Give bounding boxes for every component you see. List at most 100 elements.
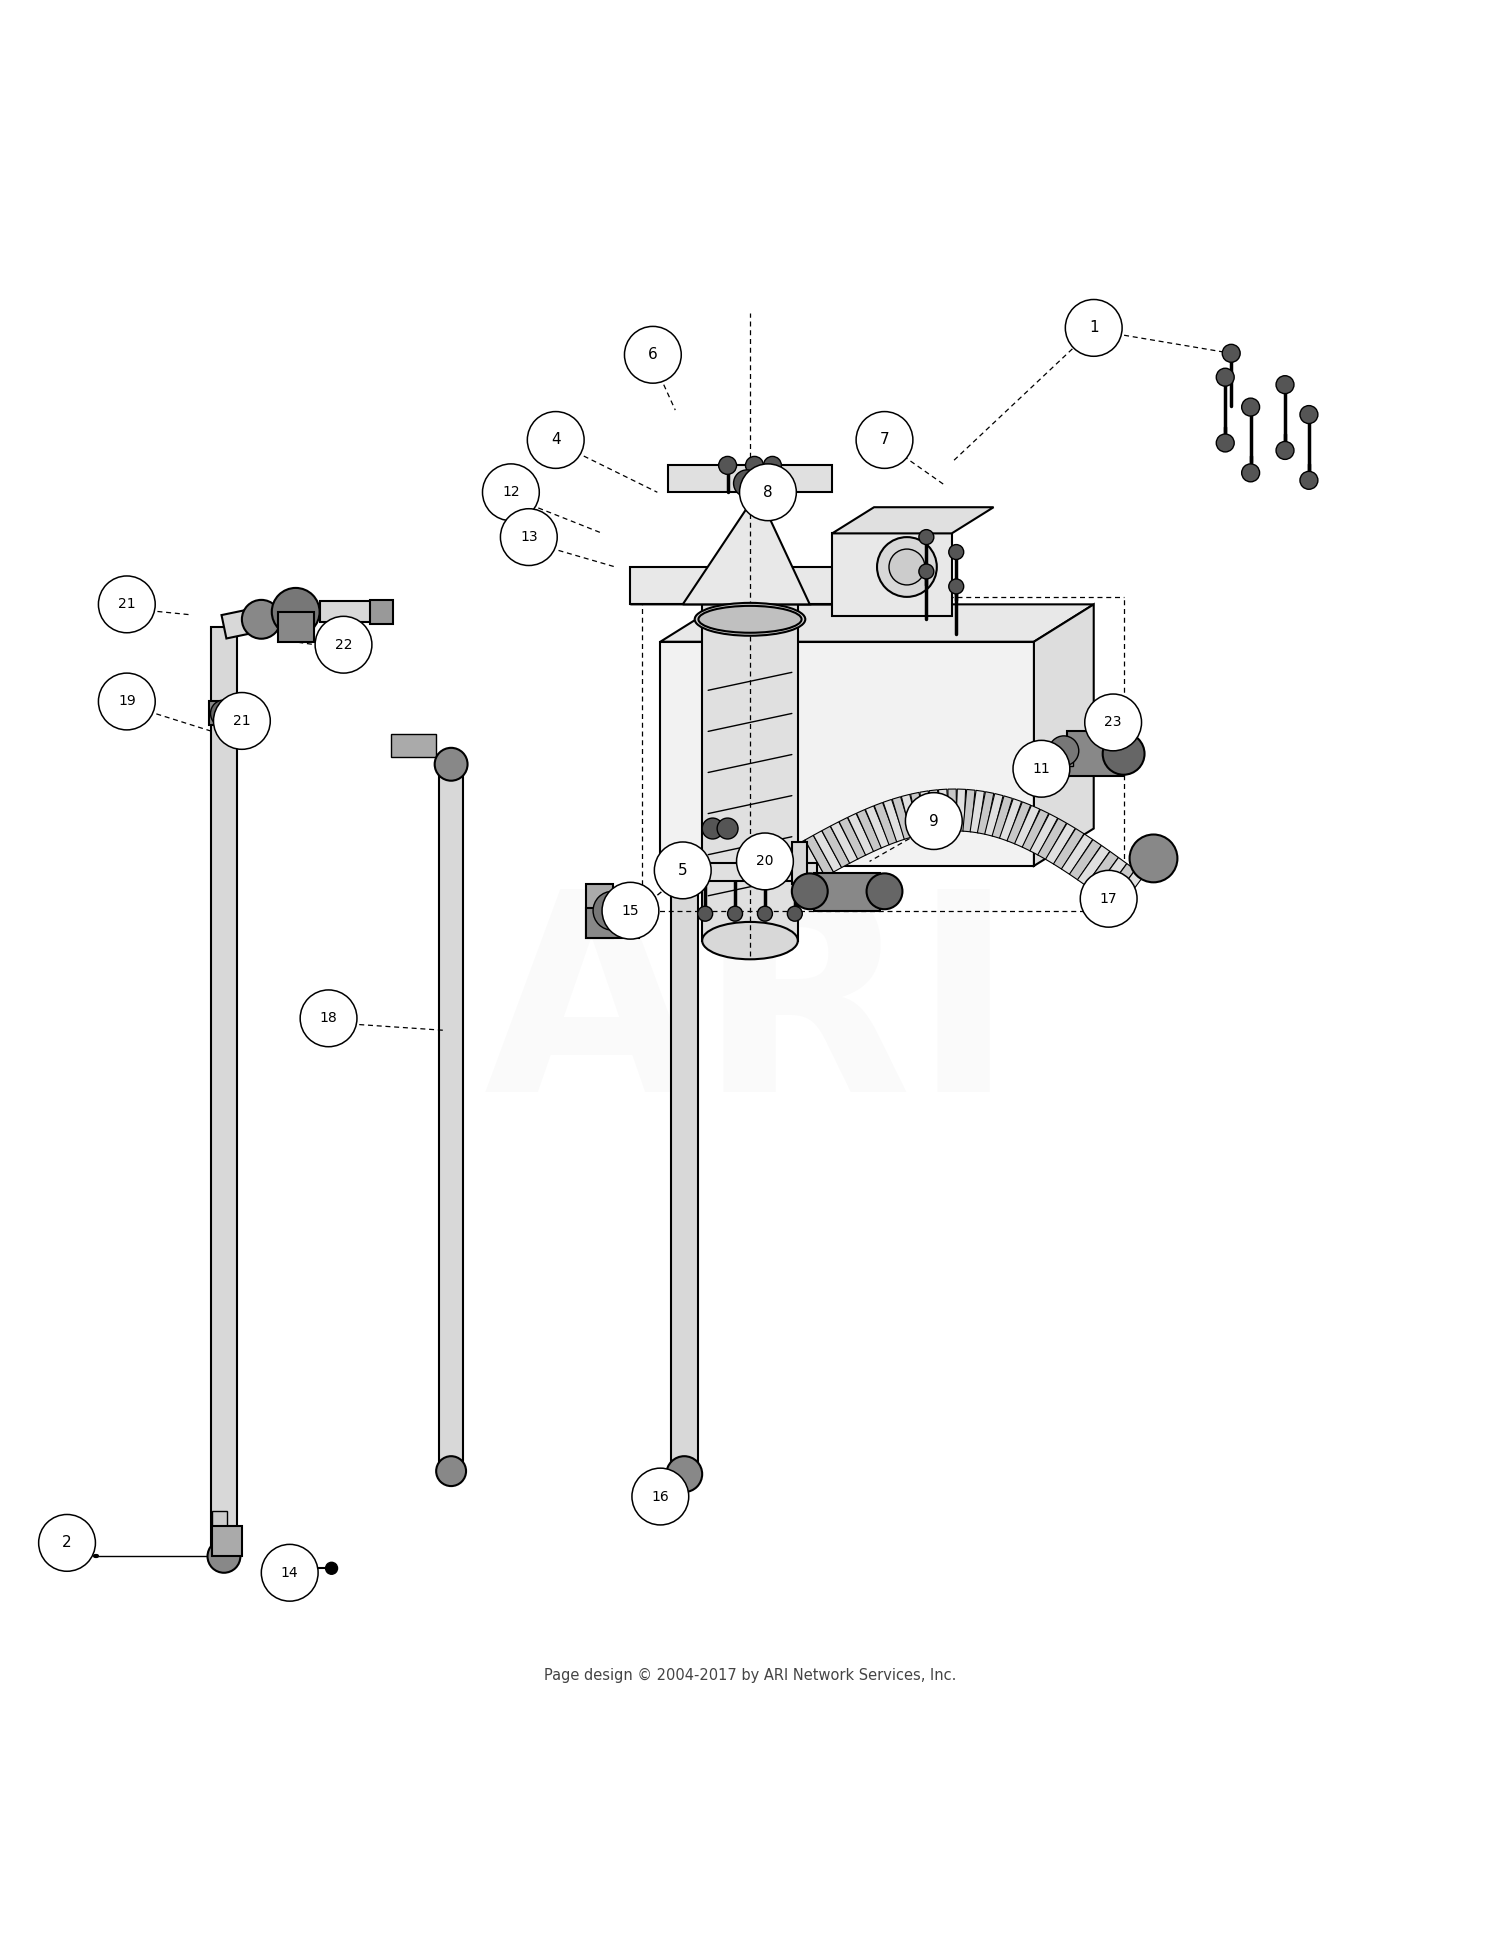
Bar	[630, 567, 855, 604]
Text: 14: 14	[280, 1566, 298, 1580]
Text: 11: 11	[1032, 761, 1050, 776]
Circle shape	[718, 456, 736, 474]
Bar	[585, 883, 612, 938]
Circle shape	[592, 891, 632, 930]
Circle shape	[1080, 870, 1137, 928]
Polygon shape	[831, 821, 858, 864]
Circle shape	[602, 883, 658, 939]
Circle shape	[315, 617, 372, 674]
Circle shape	[272, 588, 320, 637]
Circle shape	[734, 470, 760, 497]
Polygon shape	[1007, 802, 1031, 844]
Text: 9: 9	[928, 813, 939, 829]
Bar	[668, 466, 832, 493]
Bar	[211, 1512, 226, 1557]
Polygon shape	[1094, 858, 1126, 897]
Polygon shape	[1053, 829, 1084, 870]
Circle shape	[950, 545, 963, 559]
Bar	[278, 611, 314, 642]
Polygon shape	[670, 873, 698, 1473]
Circle shape	[435, 747, 468, 780]
Circle shape	[624, 326, 681, 382]
Circle shape	[1013, 740, 1070, 798]
Circle shape	[668, 856, 700, 889]
Polygon shape	[1046, 823, 1076, 864]
Text: ARI: ARI	[484, 881, 1016, 1151]
Circle shape	[920, 530, 934, 545]
Text: 16: 16	[651, 1489, 669, 1504]
Circle shape	[483, 464, 540, 520]
Circle shape	[1065, 299, 1122, 357]
Circle shape	[792, 873, 828, 908]
Polygon shape	[928, 790, 942, 833]
Polygon shape	[682, 493, 810, 604]
Bar	[682, 864, 818, 881]
Circle shape	[1300, 472, 1318, 489]
Polygon shape	[956, 790, 966, 831]
Polygon shape	[833, 507, 993, 534]
Polygon shape	[1030, 813, 1057, 856]
Circle shape	[746, 456, 764, 474]
Circle shape	[698, 906, 712, 922]
Polygon shape	[222, 600, 298, 639]
Circle shape	[528, 411, 584, 468]
Circle shape	[906, 792, 962, 850]
Polygon shape	[1038, 819, 1066, 860]
Circle shape	[1084, 695, 1142, 751]
Polygon shape	[792, 842, 807, 883]
Text: 23: 23	[1104, 716, 1122, 730]
Bar	[833, 534, 951, 615]
Text: 2: 2	[62, 1535, 72, 1551]
Polygon shape	[874, 802, 897, 844]
Circle shape	[1216, 435, 1234, 452]
Text: 5: 5	[678, 864, 687, 877]
Text: 6: 6	[648, 347, 657, 363]
Text: 13: 13	[520, 530, 537, 543]
Polygon shape	[1102, 864, 1136, 903]
Text: 1: 1	[1089, 320, 1098, 336]
Text: 19: 19	[118, 695, 135, 708]
Circle shape	[740, 464, 796, 520]
Polygon shape	[813, 831, 842, 872]
Text: 7: 7	[879, 433, 890, 448]
Circle shape	[1102, 734, 1144, 774]
Polygon shape	[1077, 846, 1110, 885]
Circle shape	[890, 549, 926, 584]
Text: 21: 21	[232, 714, 250, 728]
Bar	[1054, 741, 1072, 767]
Polygon shape	[1110, 870, 1143, 910]
Polygon shape	[796, 840, 825, 881]
Circle shape	[717, 817, 738, 839]
Circle shape	[436, 1456, 466, 1487]
Polygon shape	[822, 827, 850, 868]
Circle shape	[1242, 464, 1260, 481]
Polygon shape	[892, 796, 912, 839]
Bar	[392, 734, 436, 757]
Polygon shape	[978, 792, 994, 835]
Bar	[370, 600, 393, 623]
Circle shape	[758, 906, 772, 922]
Polygon shape	[939, 790, 950, 831]
Polygon shape	[210, 627, 237, 1557]
Text: 12: 12	[503, 485, 519, 499]
Circle shape	[764, 456, 782, 474]
Circle shape	[1216, 369, 1234, 386]
Circle shape	[856, 411, 913, 468]
Circle shape	[210, 701, 237, 728]
Polygon shape	[440, 765, 464, 1471]
Polygon shape	[865, 806, 889, 848]
Polygon shape	[1034, 604, 1094, 866]
Polygon shape	[1086, 852, 1119, 891]
Circle shape	[99, 576, 154, 633]
Circle shape	[99, 674, 154, 730]
Circle shape	[632, 1467, 688, 1526]
Polygon shape	[847, 813, 874, 856]
Circle shape	[261, 1545, 318, 1601]
Circle shape	[1276, 441, 1294, 460]
Text: 20: 20	[756, 854, 774, 868]
Polygon shape	[806, 835, 834, 877]
Text: 17: 17	[1100, 891, 1118, 906]
Bar	[702, 604, 798, 941]
Circle shape	[654, 842, 711, 899]
Circle shape	[39, 1514, 96, 1572]
